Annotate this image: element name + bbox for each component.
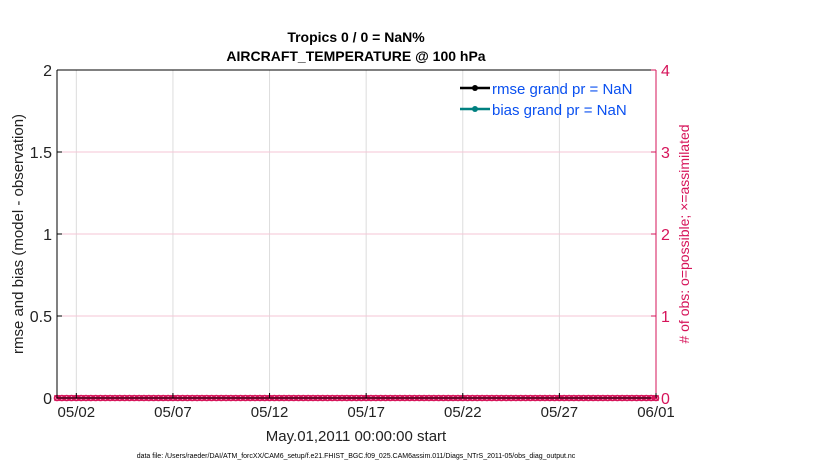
y-axis-label: rmse and bias (model - observation) — [10, 114, 27, 354]
y-tick-label: 0 — [43, 391, 52, 408]
x-tick-label: 05/22 — [444, 404, 482, 421]
y-tick-label: 1 — [43, 227, 52, 244]
x-axis-label: May.01,2011 00:00:00 start — [266, 428, 447, 445]
y-right-tick-label: 3 — [661, 145, 670, 162]
y-axis-label-right: # of obs: o=possible; ×=assimilated — [676, 124, 692, 343]
y-right-tick-label: 4 — [661, 63, 670, 80]
x-tick-label: 05/07 — [154, 404, 192, 421]
x-tick-label: 05/12 — [251, 404, 289, 421]
y-tick-label: 1.5 — [30, 145, 52, 162]
x-tick-label: 06/01 — [637, 404, 675, 421]
y-tick-label: 2 — [43, 63, 52, 80]
y-right-tick-label: 2 — [661, 227, 670, 244]
chart-title-line2: AIRCRAFT_TEMPERATURE @ 100 hPa — [226, 48, 485, 64]
legend: rmse grand pr = NaN bias grand pr = NaN — [460, 81, 632, 119]
x-ticks: 05/02 05/07 05/12 05/17 05/22 05/27 06/01 — [58, 393, 675, 421]
x-tick-label: 05/17 — [347, 404, 385, 421]
legend-marker-bias — [472, 106, 478, 112]
chart-title-line1: Tropics 0 / 0 = NaN% — [287, 29, 425, 45]
y-right-tick-label: 0 — [661, 391, 670, 408]
grid — [57, 70, 657, 398]
y-right-tick-label: 1 — [661, 309, 670, 326]
legend-label-rmse: rmse grand pr = NaN — [492, 81, 632, 98]
y-ticks-right: 0 1 2 3 4 — [651, 63, 670, 408]
y-tick-label: 0.5 — [30, 309, 52, 326]
x-tick-label: 05/27 — [541, 404, 579, 421]
legend-marker-rmse — [472, 85, 478, 91]
x-tick-label: 05/02 — [58, 404, 96, 421]
footnote: data file: /Users/raeder/DAI/ATM_forcXX/… — [137, 453, 576, 460]
legend-label-bias: bias grand pr = NaN — [492, 102, 627, 119]
y-ticks: 0 0.5 1 1.5 2 — [30, 63, 62, 408]
